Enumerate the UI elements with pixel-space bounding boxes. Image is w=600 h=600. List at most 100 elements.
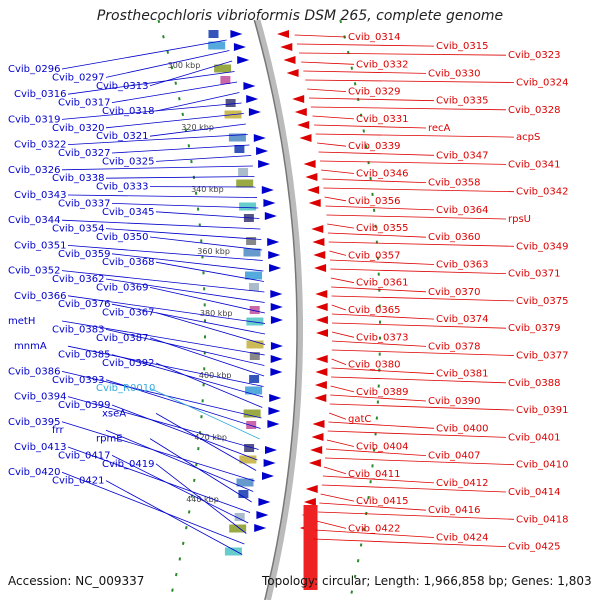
gene-label-right: Cvib_0342	[516, 187, 568, 198]
gene-label-left: Cvib_0413	[14, 442, 66, 453]
gene-label-right: Cvib_0407	[428, 451, 480, 462]
leader-line-right	[331, 349, 515, 356]
leader-line-right	[327, 430, 507, 438]
gene-label-right: Cvib_0378	[428, 341, 480, 352]
leader-line-left	[67, 245, 263, 261]
leader-line-right	[296, 43, 435, 47]
leader-line-right	[330, 268, 507, 274]
forward-gene-arrow	[243, 82, 256, 90]
leader-line-right	[294, 34, 347, 38]
leader-line-right	[312, 115, 355, 120]
gene-label-left: metH	[8, 316, 35, 327]
gene-label-right: recA	[428, 123, 451, 134]
gene-label-left: Cvib_0344	[8, 215, 60, 226]
gene-label-right: Cvib_0358	[428, 178, 480, 189]
gene-label-left: frr	[52, 425, 64, 436]
gene-label-left: Cvib_0317	[58, 98, 110, 109]
gene-label-left: Cvib_0343	[14, 190, 66, 201]
gene-label-left: Cvib_0326	[8, 165, 60, 176]
gene-label-left: Cvib_0297	[52, 72, 104, 83]
leader-line-right	[330, 277, 355, 284]
feature-block	[224, 547, 242, 556]
gene-label-right: Cvib_0349	[516, 241, 568, 252]
forward-gene-arrow	[256, 511, 269, 519]
accession-text: Accession: NC_009337	[8, 574, 145, 588]
gene-label-right: Cvib_0363	[436, 260, 488, 271]
gene-label-right: Cvib_0370	[428, 287, 480, 298]
forward-gene-arrow	[268, 251, 281, 259]
forward-gene-arrow	[267, 420, 280, 428]
gene-label-right: Cvib_0410	[516, 460, 568, 471]
leader-line-left	[67, 446, 251, 513]
leader-line-right	[321, 169, 355, 174]
gene-label-right: Cvib_0328	[508, 105, 560, 116]
forward-gene-arrow	[270, 303, 283, 311]
leader-line-left	[155, 211, 260, 219]
forward-gene-arrow	[269, 264, 282, 272]
feature-block	[229, 524, 247, 533]
leader-line-right	[329, 403, 515, 411]
gene-label-right: Cvib_0323	[508, 50, 560, 61]
reverse-gene-arrow	[277, 30, 289, 38]
reverse-gene-arrow	[305, 173, 318, 181]
leader-line-right	[331, 304, 347, 311]
feature-block	[228, 133, 246, 142]
reverse-gene-arrow	[303, 160, 316, 168]
leader-line-left	[149, 236, 263, 251]
gene-label-right: Cvib_0375	[516, 296, 568, 307]
leader-line-right	[331, 313, 435, 320]
leader-line-right	[322, 475, 435, 484]
feature-block	[245, 386, 263, 395]
gene-label-right: Cvib_0418	[516, 514, 568, 525]
feature-block	[249, 306, 260, 314]
gene-label-left: Cvib_R0010	[96, 383, 155, 394]
gene-label-right: Cvib_0424	[436, 533, 488, 544]
gene-label-right: Cvib_0355	[356, 223, 408, 234]
gene-label-left: Cvib_0322	[14, 140, 66, 151]
genome-summary-text: Topology: circular; Length: 1,966,858 bp…	[262, 574, 592, 588]
reverse-gene-arrow	[292, 95, 305, 103]
gene-label-right: Cvib_0404	[356, 442, 408, 453]
feature-block	[238, 490, 249, 498]
gene-label-right: Cvib_0361	[356, 278, 408, 289]
gene-label-left: Cvib_0313	[96, 81, 148, 92]
forward-gene-arrow	[237, 56, 250, 64]
leader-line-left	[111, 81, 238, 103]
reverse-gene-arrow	[297, 121, 310, 129]
gene-label-left: Cvib_0366	[14, 291, 66, 302]
gene-label-left: Cvib_0420	[8, 467, 60, 478]
leader-line-left	[155, 463, 247, 534]
leader-line-right	[331, 286, 427, 293]
gene-label-right: Cvib_0329	[348, 87, 400, 98]
forward-gene-arrow	[267, 238, 280, 246]
reverse-gene-arrow	[305, 485, 318, 493]
leader-line-left	[149, 123, 246, 137]
gene-label-right: Cvib_0371	[508, 269, 560, 280]
reverse-gene-arrow	[315, 290, 328, 298]
gene-label-left: Cvib_0321	[96, 131, 148, 142]
gene-label-left: Cvib_0338	[52, 173, 104, 184]
leader-line-left	[155, 312, 266, 345]
gene-label-right: Cvib_0315	[436, 41, 488, 52]
leader-line-right	[331, 340, 427, 347]
gene-label-right: Cvib_0339	[348, 141, 400, 152]
reverse-gene-arrow	[315, 368, 328, 376]
forward-gene-arrow	[254, 524, 267, 532]
gene-label-right: Cvib_0389	[356, 387, 408, 398]
gene-label-left: Cvib_0318	[102, 106, 154, 117]
genome-backbone-edge	[253, 19, 298, 600]
forward-gene-arrow	[248, 108, 261, 116]
leader-line-right	[323, 187, 515, 193]
leader-line-left	[67, 345, 264, 387]
leader-line-left	[111, 253, 264, 272]
leader-line-left	[155, 261, 264, 282]
gene-label-left: mnmA	[14, 341, 47, 352]
leader-line-left	[149, 337, 265, 377]
leader-line-right	[328, 412, 347, 420]
reverse-gene-arrow	[316, 329, 328, 337]
leader-line-right	[299, 52, 507, 56]
feature-block	[234, 145, 245, 153]
gene-label-left: Cvib_0359	[58, 249, 110, 260]
gene-label-left: Cvib_0395	[8, 417, 60, 428]
leader-line-right	[319, 502, 427, 511]
